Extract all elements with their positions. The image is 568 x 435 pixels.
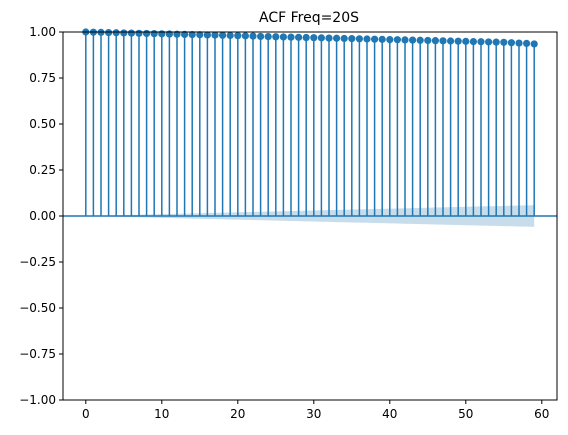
stem-marker [355, 35, 363, 43]
x-tick-label: 30 [306, 407, 321, 421]
ticks-layer: −1.00 −0.75 −0.50 −0.25 0.00 0.25 0.50 0.75 1.00… [19, 25, 549, 421]
y-tick-label: −0.25 [19, 255, 56, 269]
stem-marker [219, 31, 227, 39]
stem-marker [485, 38, 493, 46]
stem-marker [135, 29, 143, 37]
stem-marker [416, 36, 424, 44]
stem-marker [112, 29, 120, 37]
stem-marker [150, 30, 158, 38]
y-tick-label: 0.00 [29, 209, 56, 223]
y-tick-label: 0.75 [29, 71, 56, 85]
axes-layer [62, 31, 558, 401]
stem-marker [317, 34, 325, 42]
stem-marker [264, 33, 272, 41]
stem-marker [188, 30, 196, 39]
stem-marker [348, 35, 356, 43]
stem-marker [462, 37, 470, 45]
stem-marker [431, 37, 439, 45]
y-tick-label: 0.50 [29, 117, 56, 131]
stem-marker [492, 38, 500, 46]
stem-marker [325, 34, 333, 42]
x-tick-label: 10 [154, 407, 169, 421]
stem-marker [340, 34, 348, 43]
stem-marker [530, 40, 538, 48]
stem-marker [158, 30, 166, 38]
stem-marker [249, 32, 257, 40]
x-tick-label: 20 [230, 407, 245, 421]
chart-title: ACF Freq=20S [259, 10, 359, 26]
stem-marker [143, 29, 151, 38]
stem-marker [507, 39, 515, 47]
x-tick-label: 60 [534, 407, 549, 421]
stem-marker [272, 33, 280, 41]
y-tick-label: 0.25 [29, 163, 56, 177]
stem-marker [454, 37, 462, 45]
stem-marker [310, 34, 318, 42]
stem-marker [127, 29, 135, 37]
stem-marker [500, 38, 508, 46]
stem-marker [105, 28, 113, 37]
x-tick-label: 50 [458, 407, 473, 421]
stem-marker [424, 36, 432, 45]
stem-marker [523, 39, 531, 48]
stem-marker [120, 29, 128, 37]
stem-marker [363, 35, 371, 43]
stem-marker [333, 34, 341, 42]
stem-marker [447, 37, 455, 45]
stem-marker [477, 38, 485, 46]
stem-marker [287, 33, 295, 41]
stem-marker [257, 32, 265, 41]
stem-marker [226, 31, 234, 40]
stem-marker [295, 33, 303, 41]
stem-marker [196, 31, 204, 39]
stem-marker [279, 33, 287, 41]
y-tick-label: −1.00 [19, 393, 56, 407]
stem-marker [378, 35, 386, 43]
stem-marker [439, 37, 447, 45]
y-tick-label: −0.50 [19, 301, 56, 315]
stem-marker [409, 36, 417, 44]
stem-marker [515, 39, 523, 47]
stem-marker [371, 35, 379, 43]
stem-marker [234, 32, 242, 40]
y-tick-label: −0.75 [19, 347, 56, 361]
stem-marker [203, 31, 211, 39]
stems-layer [82, 28, 538, 216]
stem-marker [401, 36, 409, 44]
stem-marker [386, 35, 394, 44]
stem-marker [211, 31, 219, 39]
x-tick-label: 40 [382, 407, 397, 421]
stem-marker [393, 36, 401, 44]
stem-marker [302, 33, 310, 42]
stem-marker [181, 30, 189, 38]
y-tick-label: 1.00 [29, 25, 56, 39]
stem-marker [469, 37, 477, 46]
x-tick-label: 0 [82, 407, 90, 421]
stem-marker [241, 32, 249, 40]
